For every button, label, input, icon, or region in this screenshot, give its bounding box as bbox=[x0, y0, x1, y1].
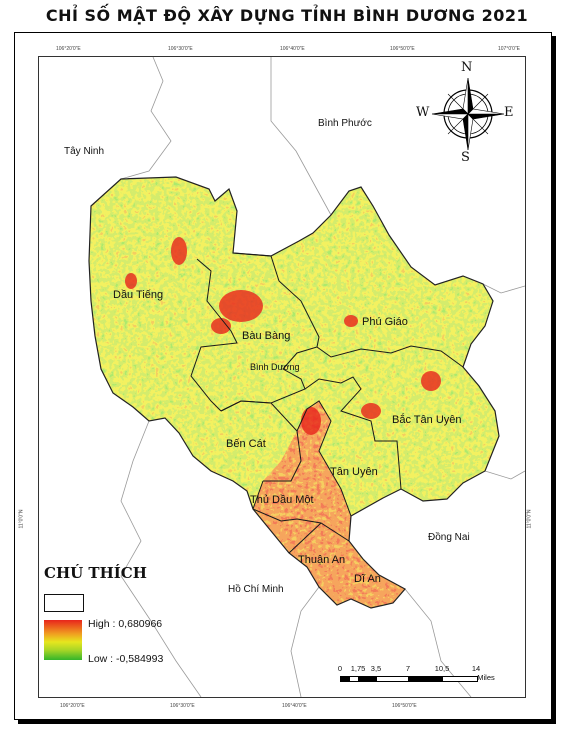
map-area bbox=[38, 56, 526, 698]
coord-left: 11°0'0"N bbox=[18, 509, 25, 529]
legend-boundary-swatch bbox=[44, 594, 84, 612]
scale-tick-0: 0 bbox=[337, 664, 343, 673]
scale-tick-2: 3,5 bbox=[370, 664, 382, 673]
coord-top-4: 106°50'0"E bbox=[390, 46, 415, 52]
coord-top-3: 106°40'0"E bbox=[280, 46, 305, 52]
legend-low: Low : -0,584993 bbox=[88, 653, 164, 665]
scale-seg-5 bbox=[408, 676, 444, 682]
compass-w: W bbox=[416, 105, 430, 120]
label-thu-dau-mot: Thủ Dầu Một bbox=[250, 494, 314, 506]
label-tan-uyen: Tân Uyên bbox=[330, 466, 378, 478]
label-dau-tieng: Dầu Tiếng bbox=[113, 289, 164, 301]
coord-top-5: 107°0'0"E bbox=[498, 46, 520, 52]
legend-title: CHÚ THÍCH bbox=[44, 564, 147, 582]
compass-icon bbox=[431, 77, 505, 151]
map-title: CHỈ SỐ MẬT ĐỘ XÂY DỰNG TỈNH BÌNH DƯƠNG 2… bbox=[45, 6, 529, 25]
label-ben-cat: Bến Cát bbox=[226, 438, 266, 450]
coord-bottom-4: 106°50'0"E bbox=[392, 703, 417, 709]
scale-seg-6 bbox=[442, 676, 478, 682]
label-binh-phuoc: Bình Phước bbox=[318, 118, 372, 129]
compass-s: S bbox=[461, 150, 470, 165]
label-ho-chi-minh: Hồ Chí Minh bbox=[228, 584, 284, 595]
district-borders bbox=[190, 252, 464, 554]
legend-color-ramp bbox=[44, 620, 82, 660]
label-tay-ninh: Tây Ninh bbox=[64, 146, 105, 157]
coord-bottom-3: 106°40'0"E bbox=[282, 703, 307, 709]
scale-seg-3 bbox=[358, 676, 378, 682]
legend-high: High : 0,680966 bbox=[88, 618, 163, 630]
label-thuan-an: Thuận An bbox=[298, 554, 346, 566]
label-dong-nai: Đồng Nai bbox=[428, 532, 470, 543]
scale-tick-4: 10,5 bbox=[434, 664, 450, 673]
coord-top-2: 106°30'0"E bbox=[168, 46, 193, 52]
label-bau-bang: Bàu Bàng bbox=[242, 330, 291, 342]
scale-tick-1: 1,75 bbox=[350, 664, 366, 673]
scale-unit: Miles bbox=[477, 673, 495, 682]
scale-seg-4 bbox=[376, 676, 410, 682]
legend: CHÚ THÍCH High : 0,680966 Low : -0,58499… bbox=[40, 562, 170, 682]
label-phu-giao: Phú Giáo bbox=[362, 316, 408, 328]
scale-tick-5: 14 bbox=[471, 664, 481, 673]
scale-tick-3: 7 bbox=[405, 664, 411, 673]
map-svg bbox=[88, 57, 525, 697]
label-di-an: Dĩ An bbox=[354, 573, 381, 585]
label-binh-duong: Bình Dương bbox=[250, 362, 300, 372]
scale-bar: 0 1,75 3,5 7 10,5 14 Miles bbox=[336, 664, 496, 688]
neighbor-borders bbox=[120, 57, 525, 697]
coord-right: 11°0'0"N bbox=[526, 509, 533, 529]
compass-n: N bbox=[461, 60, 473, 75]
label-bac-tan-uyen: Bắc Tân Uyên bbox=[392, 414, 462, 426]
compass-e: E bbox=[504, 105, 514, 120]
coord-bottom-2: 106°30'0"E bbox=[170, 703, 195, 709]
coord-bottom-1: 106°20'0"E bbox=[60, 703, 85, 709]
north-arrow: N S E W bbox=[416, 60, 518, 165]
coord-top-1: 106°20'0"E bbox=[56, 46, 81, 52]
